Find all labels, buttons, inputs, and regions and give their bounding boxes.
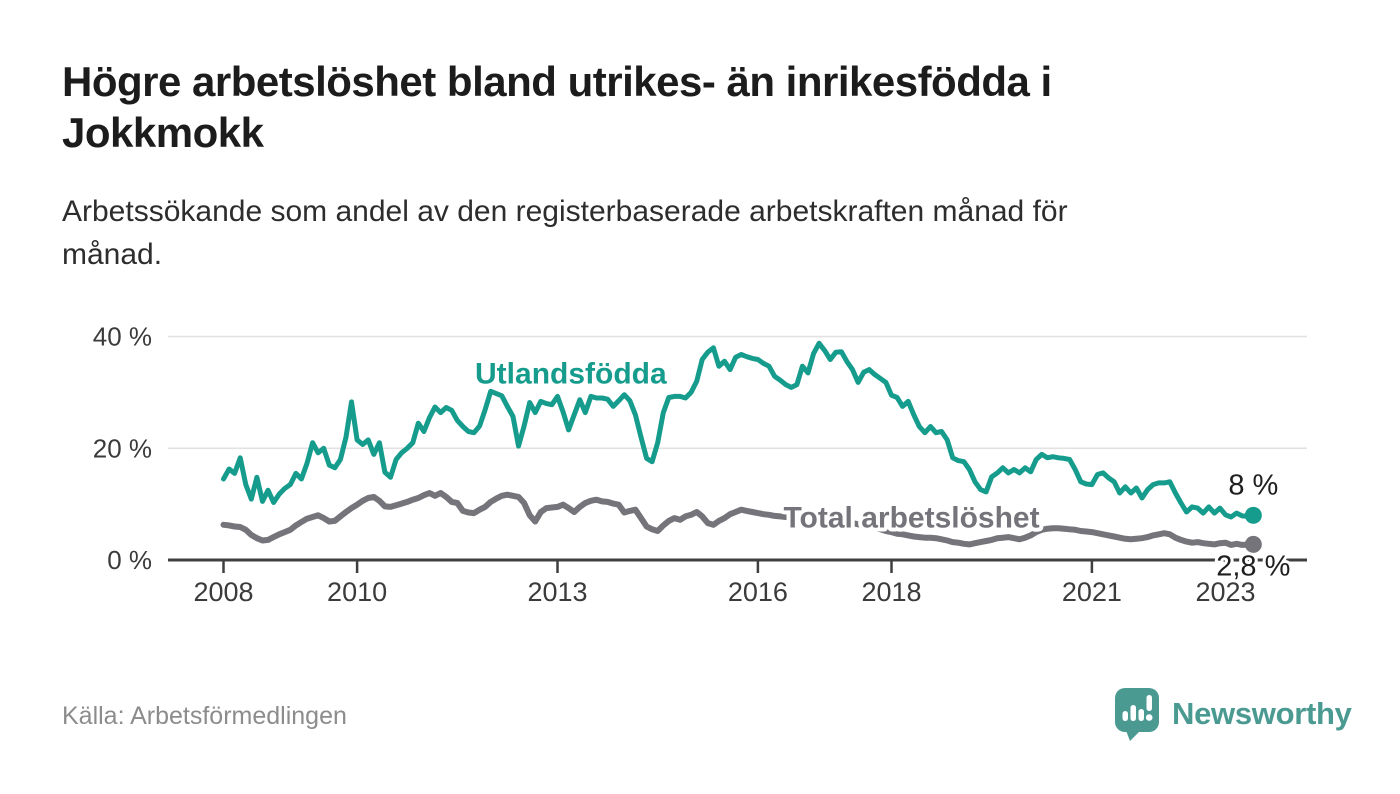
subtitle-line-1: Arbetssökande som andel av den registerb… <box>62 195 1068 228</box>
x-axis-label-2023: 2023 <box>1195 577 1255 607</box>
subtitle-line-2: månad. <box>62 238 163 271</box>
title-line-2: Jokkmokk <box>62 109 264 156</box>
newsworthy-logo-text: Newsworthy <box>1172 696 1352 731</box>
x-axis-label-2008: 2008 <box>193 577 253 607</box>
y-axis-label-0: 0 % <box>107 545 152 575</box>
page-title: Högre arbetslöshet bland utrikes- än inr… <box>62 56 1352 158</box>
series-label: Total arbetslöshet <box>783 502 1039 535</box>
series-line-utlandsf-dda <box>221 340 1256 520</box>
y-axis-label-40: 40 % <box>93 322 152 352</box>
x-axis-label-2016: 2016 <box>728 577 788 607</box>
series-end-dot-total-arbetsl-shet <box>1244 535 1262 553</box>
newsworthy-logo-icon <box>1115 688 1159 741</box>
newsworthy-logo: Newsworthy <box>1113 686 1352 742</box>
x-axis-label-2010: 2010 <box>327 577 387 607</box>
chart-subtitle: Arbetssökande som andel av den registerb… <box>62 190 1342 276</box>
series-line-total-arbetsl-shet <box>220 490 1257 548</box>
x-axis-label-2018: 2018 <box>861 577 921 607</box>
x-axis-label-2021: 2021 <box>1062 577 1122 607</box>
series-end-dot-utlandsf-dda <box>1244 506 1262 524</box>
source-attribution: Källa: Arbetsförmedlingen <box>62 702 347 730</box>
end-value-annotation: 2,8 % <box>1216 550 1290 582</box>
title-line-1: Högre arbetslöshet bland utrikes- än inr… <box>62 58 1052 105</box>
end-value-annotation: 8 % <box>1228 469 1278 501</box>
series-label: Utlandsfödda <box>475 357 667 390</box>
y-axis-label-20: 20 % <box>93 433 152 463</box>
x-axis-label-2013: 2013 <box>527 577 587 607</box>
